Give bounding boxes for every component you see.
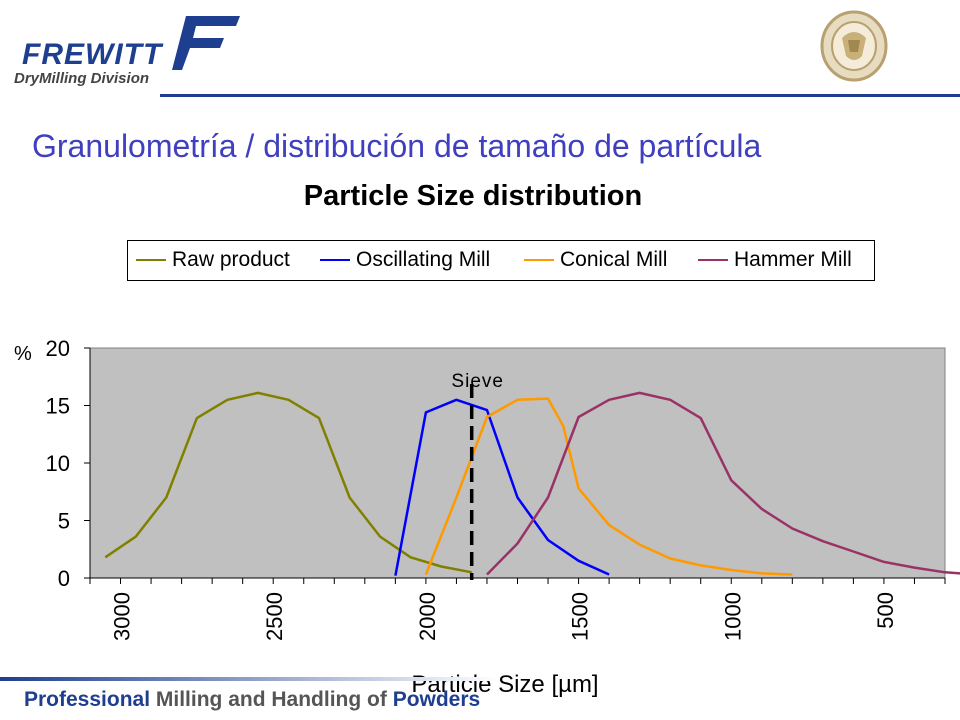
legend-swatch (698, 259, 728, 261)
y-axis-label: % (14, 343, 32, 365)
sieve-label: Sieve (451, 371, 504, 392)
legend-item-hammer-mill: Hammer Mill (698, 248, 852, 272)
chart-legend: Raw product Oscillating Mill Conical Mil… (127, 240, 875, 281)
x-tick-label: 1500 (568, 592, 593, 641)
logo-text: FREWITT (22, 38, 163, 71)
header-rule (160, 94, 960, 97)
plot-area (89, 347, 946, 579)
x-tick-label: 2500 (262, 592, 287, 641)
series-line-hammer-mill (486, 391, 960, 576)
chart-title: Particle Size distribution (303, 180, 643, 212)
x-tick-label: 3000 (110, 592, 135, 641)
footer-bar (0, 677, 500, 681)
legend-label: Oscillating Mill (356, 248, 491, 271)
legend-swatch (524, 259, 554, 261)
legend-label: Hammer Mill (734, 248, 852, 271)
legend-label: Raw product (172, 248, 290, 271)
x-tick-label: 2000 (415, 592, 440, 641)
y-tick-label: 20 (46, 336, 70, 361)
axes: 0 5 10 15 20 3000 2500 2000 1500 1000 500 (46, 336, 946, 641)
series-line-oscillating-mill (394, 398, 610, 576)
footer-tagline-powders: Powders (392, 688, 481, 711)
legend-swatch (136, 259, 166, 261)
x-tick-label: 500 (873, 592, 898, 629)
y-tick-label: 10 (46, 451, 70, 476)
footer-tagline-middle: Milling and Handling of (150, 688, 393, 711)
legend-item-raw-product: Raw product (136, 248, 290, 272)
series-line-raw-product (104, 391, 472, 574)
series-line-conical-mill (424, 397, 793, 576)
y-tick-label: 15 (46, 394, 70, 419)
legend-item-conical-mill: Conical Mill (524, 248, 667, 272)
footer-tagline-professional: Professional (24, 688, 151, 711)
x-tick-label: 1000 (720, 592, 745, 641)
footer-tagline: Professional Milling and Handling of Pow… (24, 688, 480, 712)
page-title: Granulometría / distribución de tamaño d… (32, 128, 762, 164)
legend-item-oscillating-mill: Oscillating Mill (320, 248, 490, 272)
logo-division-text: DryMilling Division (14, 70, 150, 87)
x-axis-label: Particle Size [µm] (411, 671, 598, 698)
series-layer (104, 391, 960, 576)
y-tick-label: 0 (58, 566, 70, 591)
university-seal-icon (820, 10, 888, 82)
y-tick-label: 5 (58, 509, 70, 534)
frewitt-logo: FREWITT DryMilling Division (12, 8, 242, 93)
legend-swatch (320, 259, 350, 261)
annotation-layer: Sieve (451, 371, 504, 580)
frewitt-f-mark-icon (172, 16, 240, 70)
legend-label: Conical Mill (560, 248, 668, 271)
